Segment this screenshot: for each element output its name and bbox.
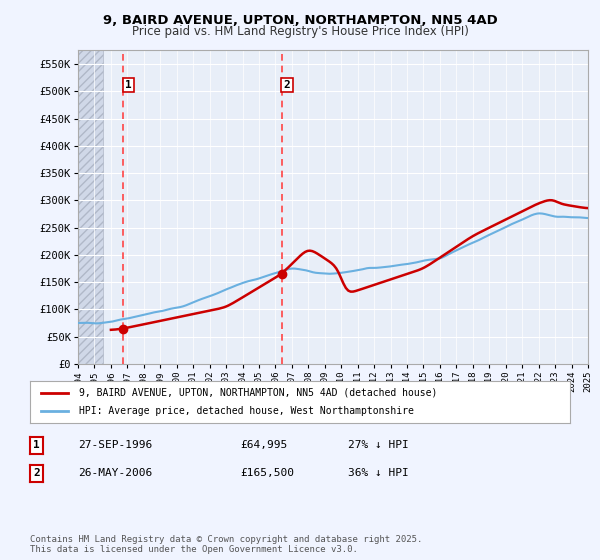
Text: 2: 2 xyxy=(284,80,290,90)
Text: Contains HM Land Registry data © Crown copyright and database right 2025.
This d: Contains HM Land Registry data © Crown c… xyxy=(30,535,422,554)
Text: 1: 1 xyxy=(125,80,131,90)
Text: 1: 1 xyxy=(33,440,40,450)
Text: 9, BAIRD AVENUE, UPTON, NORTHAMPTON, NN5 4AD (detached house): 9, BAIRD AVENUE, UPTON, NORTHAMPTON, NN5… xyxy=(79,388,437,398)
Text: 9, BAIRD AVENUE, UPTON, NORTHAMPTON, NN5 4AD: 9, BAIRD AVENUE, UPTON, NORTHAMPTON, NN5… xyxy=(103,14,497,27)
Text: HPI: Average price, detached house, West Northamptonshire: HPI: Average price, detached house, West… xyxy=(79,406,413,416)
Text: £165,500: £165,500 xyxy=(240,468,294,478)
Text: Price paid vs. HM Land Registry's House Price Index (HPI): Price paid vs. HM Land Registry's House … xyxy=(131,25,469,38)
Text: 36% ↓ HPI: 36% ↓ HPI xyxy=(348,468,409,478)
Text: £64,995: £64,995 xyxy=(240,440,287,450)
Text: 26-MAY-2006: 26-MAY-2006 xyxy=(78,468,152,478)
Text: 27-SEP-1996: 27-SEP-1996 xyxy=(78,440,152,450)
Text: 27% ↓ HPI: 27% ↓ HPI xyxy=(348,440,409,450)
Text: 2: 2 xyxy=(33,468,40,478)
